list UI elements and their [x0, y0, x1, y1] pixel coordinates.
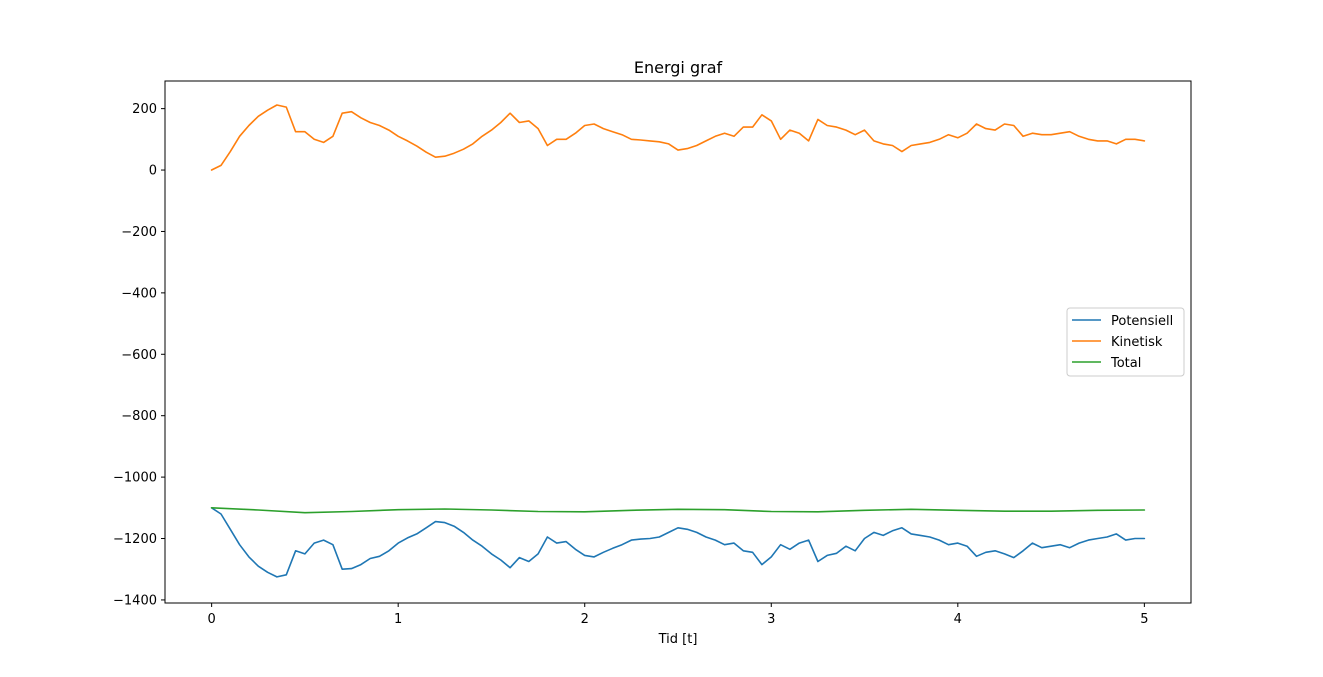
x-axis-ticks: 0 1 2 3 4 5	[207, 603, 1149, 627]
series-line-kinetisk	[210, 104, 1146, 171]
y-tick-label: −1000	[113, 471, 157, 486]
x-tick-label: 1	[394, 612, 402, 627]
legend-label-potensiell: Potensiell	[1111, 314, 1173, 329]
y-tick-label: −200	[121, 225, 157, 240]
x-tick-label: 0	[207, 612, 215, 627]
y-tick-label: −600	[121, 348, 157, 363]
x-tick-label: 4	[954, 612, 962, 627]
legend-box	[1066, 307, 1185, 377]
y-tick-label: −1200	[113, 532, 157, 547]
legend: Potensiell Kinetisk Total	[1066, 307, 1185, 377]
chart-title: Energi graf	[634, 58, 723, 77]
series-layer	[210, 104, 1146, 578]
series-line-total	[210, 506, 1146, 514]
y-tick-label: −1400	[113, 593, 157, 608]
x-tick-label: 2	[581, 612, 589, 627]
y-tick-label: 200	[132, 102, 157, 117]
y-tick-label: −800	[121, 409, 157, 424]
y-tick-label: −400	[121, 286, 157, 301]
legend-label-kinetisk: Kinetisk	[1111, 335, 1163, 350]
y-tick-label: 0	[149, 164, 157, 179]
x-axis-title: Tid [t]	[658, 632, 698, 647]
series-line-potensiell	[210, 506, 1146, 578]
legend-label-total: Total	[1110, 356, 1141, 371]
plot-frame	[164, 80, 1192, 604]
x-tick-label: 3	[767, 612, 775, 627]
y-axis-ticks: −1400 −1200 −1000 −800 −600 −400 −200 0 200	[113, 102, 165, 608]
x-tick-label: 5	[1140, 612, 1148, 627]
